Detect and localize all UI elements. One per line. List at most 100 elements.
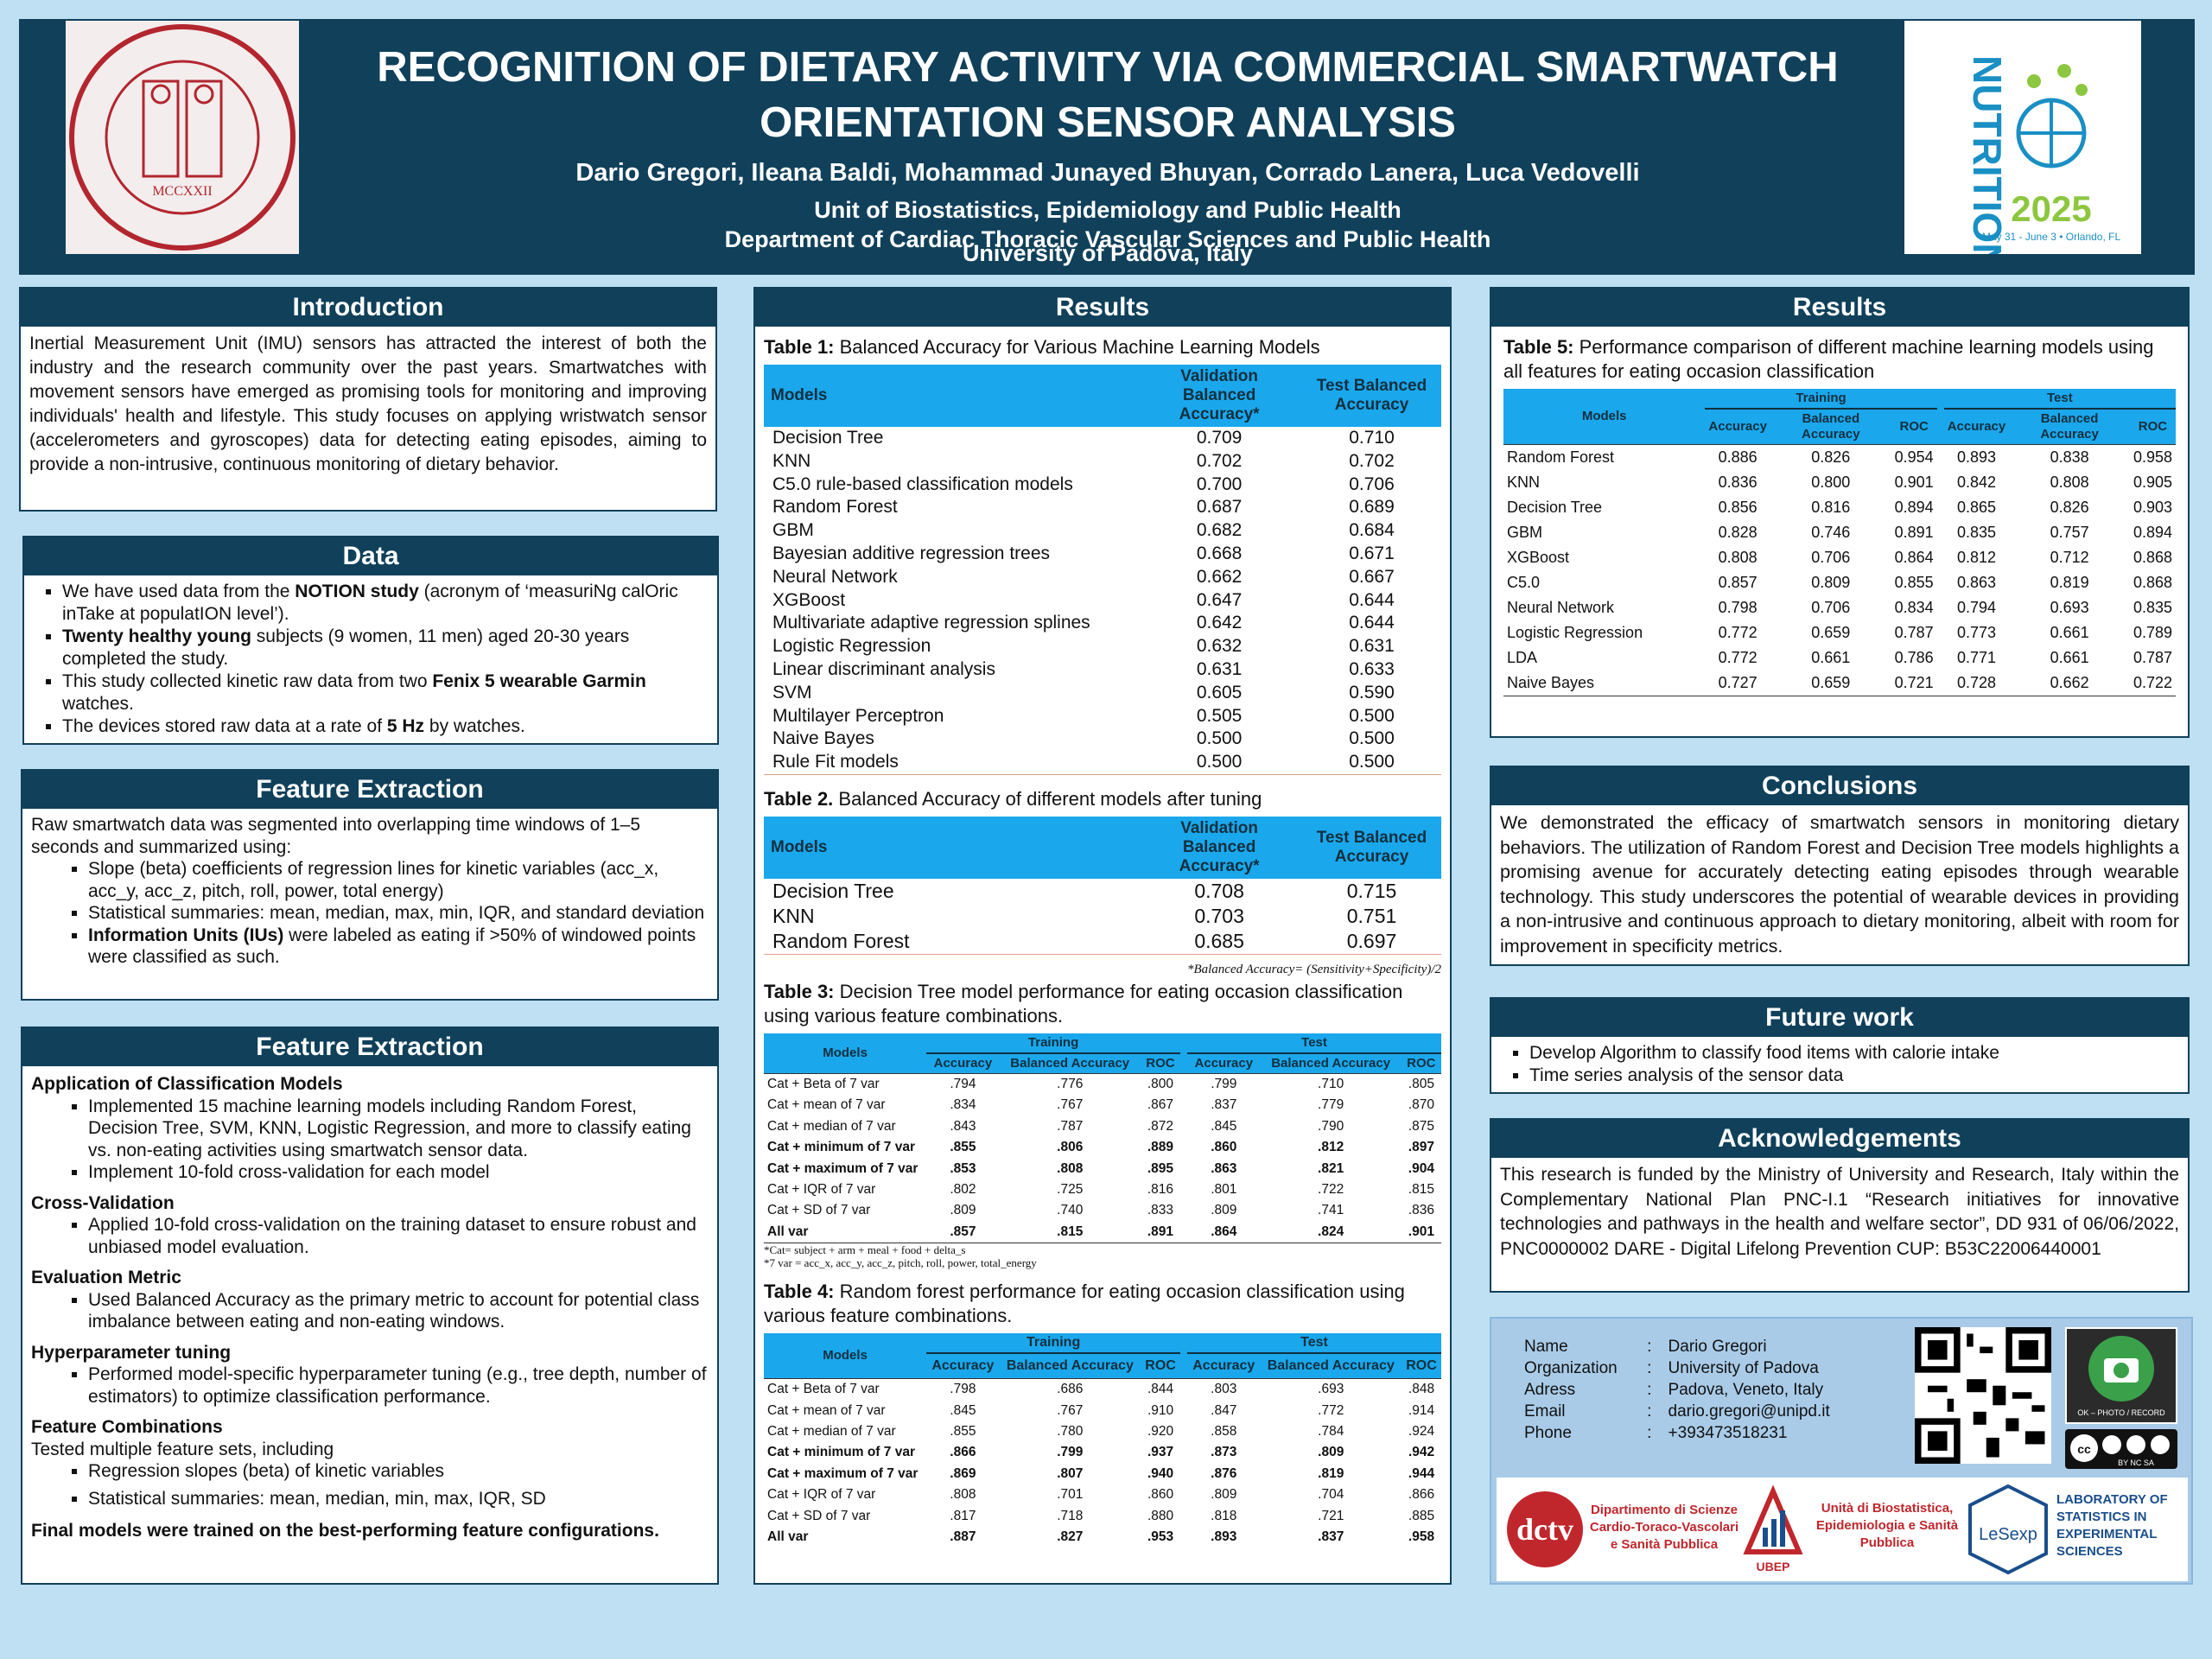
ok-photo-badge: OK – PHOTO / RECORD	[2065, 1327, 2177, 1424]
table3-cell: .843	[950, 1118, 976, 1134]
table5-cell: 0.772	[1718, 649, 1758, 666]
table3-cell: .824	[1318, 1224, 1344, 1239]
table1: Models Validation Balanced Accuracy* Tes…	[764, 365, 1441, 774]
table4-row: Cat + Beta of 7 var .798.686.844 .803.693.…	[764, 1378, 1441, 1401]
table3-cell: .860	[1211, 1140, 1237, 1155]
table3-header-balanced: Balanced Accuracy	[1260, 1052, 1402, 1074]
table3-row: Cat + median of 7 var .843 .787 .872 .845 .79…	[764, 1116, 1441, 1137]
table5-cell: C5.0	[1507, 574, 1541, 591]
table3-cell: .801	[1211, 1181, 1237, 1197]
results-heading: Results	[755, 289, 1450, 327]
feature-bullet: Slope (beta) coefficients of regression …	[88, 858, 709, 902]
table1-header-test: Test Balanced Accuracy	[1302, 365, 1441, 427]
data-heading: Data	[24, 537, 717, 575]
table5-cell: 0.834	[1894, 599, 1934, 616]
qr-code[interactable]	[1915, 1327, 2051, 1464]
creative-commons-icon: cc BY NC SA	[2065, 1429, 2177, 1469]
table4-cell: .873	[1211, 1445, 1237, 1460]
table1-body: Decision Tree 0.709 0.710 KNN 0.702 0.702 C5.0…	[764, 427, 1441, 774]
table3-cell: .889	[1147, 1140, 1174, 1155]
table3-header-roc: ROC	[1401, 1052, 1441, 1074]
table4-cell: .809	[1318, 1445, 1344, 1460]
table5-cell: 0.816	[1811, 499, 1851, 516]
feature-extraction-intro: Raw smartwatch data was segmented into o…	[31, 815, 641, 857]
table5-header-roc: ROC	[2129, 409, 2176, 445]
table3-header-training: Training	[926, 1033, 1181, 1054]
table1-header-validation: Validation Balanced Accuracy*	[1136, 365, 1303, 427]
conf-brand: NUTRITION	[1965, 55, 2010, 254]
table5-cell: 0.819	[2050, 574, 2089, 591]
data-bullet: We have used data from the NOTION study …	[62, 581, 709, 626]
table3-note-var: *7 var = acc_x, acc_y, acc_z, pitch, rol…	[764, 1256, 1037, 1270]
table4-header-training: Training	[926, 1333, 1181, 1355]
table3-row: Cat + minimum of 7 var .855 .806 .889 .860 .8…	[764, 1137, 1441, 1158]
table5: Models Training Test Accuracy Balanced A…	[1503, 389, 2176, 696]
section-classification-models: Application of Classification Models	[31, 1074, 343, 1094]
table3-header-roc: ROC	[1140, 1052, 1181, 1074]
table5-cell: 0.746	[1811, 524, 1851, 541]
table1-cell: 0.702	[1196, 450, 1243, 471]
table3-header-accuracy: Accuracy	[1187, 1052, 1261, 1074]
table1-cell: 0.500	[1196, 728, 1243, 749]
table1-cell: 0.605	[1196, 682, 1243, 702]
table4-cell: .880	[1147, 1508, 1174, 1523]
section-cross-validation: Cross-Validation	[31, 1192, 175, 1213]
future-bullet: Develop Algorithm to classify food items…	[1529, 1042, 2179, 1065]
table3-cell: .808	[1057, 1160, 1084, 1176]
table5-header-balanced: Balanced Accuracy	[1770, 409, 1891, 445]
table1-cell: Logistic Regression	[772, 636, 931, 657]
contact-row: Organization: University of Padova	[1517, 1357, 1863, 1379]
table4-cell: .817	[950, 1508, 976, 1523]
table3-cell: .875	[1408, 1118, 1434, 1134]
table1-cell: 0.671	[1349, 543, 1395, 563]
contact-row: Adress: Padova, Veneto, Italy	[1517, 1379, 1863, 1401]
table1-cell: Decision Tree	[772, 428, 884, 448]
table4-cell: .784	[1318, 1424, 1344, 1440]
table1-row: Neural Network 0.662 0.667	[764, 566, 1441, 589]
method-bullet: Statistical summaries: mean, median, min…	[88, 1488, 709, 1510]
table5-cell: 0.727	[1718, 674, 1758, 691]
table5-cell: 0.958	[2129, 444, 2176, 470]
table3-cell: Cat + IQR of 7 var	[767, 1181, 876, 1197]
table4-header-roc: ROC	[1141, 1353, 1181, 1379]
table5-cell: GBM	[1507, 524, 1543, 541]
table4-cell: .855	[950, 1424, 976, 1440]
table4-cell: .809	[1211, 1487, 1237, 1503]
table4-cell: .937	[1147, 1445, 1174, 1460]
table4-cell: .721	[1318, 1508, 1344, 1523]
authors: Dario Gregori, Ileana Baldi, Mohammad Ju…	[575, 159, 1640, 187]
table4-row: Cat + maximum of 7 var .869 .807 .940 .876 .8…	[764, 1464, 1441, 1484]
table5-cell: 0.838	[2009, 444, 2130, 470]
method-bullet: Implemented 15 machine learning models i…	[88, 1096, 709, 1162]
table3-cell: .806	[1057, 1140, 1084, 1155]
table5-cell: 0.659	[1811, 674, 1851, 691]
table1-cell: 0.631	[1196, 658, 1243, 679]
future-work-panel: Future work Develop Algorithm to classif…	[1490, 997, 2190, 1094]
introduction-panel: Introduction Inertial Measurement Unit (…	[19, 287, 717, 512]
table5-cell: 0.706	[1811, 599, 1851, 616]
table3-cell: .833	[1147, 1203, 1174, 1218]
table4-cell: All var	[767, 1529, 809, 1545]
contact-value[interactable]: dario.gregori@unipd.it	[1668, 1402, 1830, 1421]
table1-cell: Linear discriminant analysis	[772, 658, 995, 679]
table5-cell: 0.835	[1956, 524, 1996, 541]
table3-cell: .897	[1408, 1140, 1434, 1155]
table5-cell: 0.772	[1718, 624, 1758, 641]
introduction-heading: Introduction	[21, 289, 715, 327]
results-heading-right: Results	[1491, 289, 2188, 327]
table1-cell: 0.710	[1349, 428, 1395, 448]
contact-row: Name: Dario Gregori	[1517, 1336, 1863, 1357]
table1-row: Multivariate adaptive regression splines…	[764, 612, 1441, 635]
table1-cell: Rule Fit models	[772, 752, 899, 772]
table5-cell: 0.661	[2050, 649, 2089, 666]
table5-cell: 0.894	[1894, 499, 1934, 516]
table4-cell: .866	[1408, 1487, 1435, 1503]
title-line-2: ORIENTATION SENSOR ANALYSIS	[760, 99, 1456, 146]
table4-cell: .942	[1408, 1445, 1435, 1460]
section-hyperparameter-tuning: Hyperparameter tuning	[31, 1342, 232, 1363]
table5-cell: 0.828	[1718, 524, 1758, 541]
table5-cell: 0.857	[1718, 574, 1758, 591]
contact-value: University of Padova	[1668, 1359, 1819, 1377]
methods-panel: Feature Extraction Application of Classi…	[21, 1027, 719, 1585]
table4-cell: .887	[950, 1529, 976, 1545]
